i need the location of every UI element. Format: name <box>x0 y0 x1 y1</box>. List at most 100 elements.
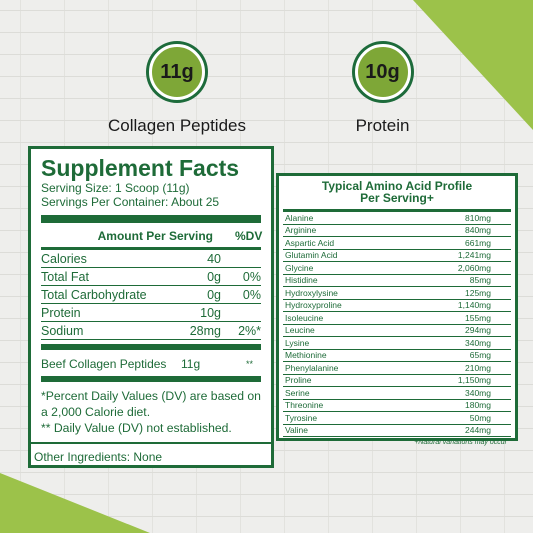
nutrient-dv: 2%* <box>238 323 261 338</box>
divider-thick-3 <box>41 376 261 382</box>
protein-badge: 10g Protein <box>345 44 420 136</box>
amino-value: 840mg <box>465 225 491 236</box>
amino-value: 340mg <box>465 387 491 398</box>
amino-name: Arginine <box>285 225 317 236</box>
protein-badge-circle: 10g <box>354 44 411 100</box>
amino-value: 244mg <box>465 425 491 436</box>
amino-name: Tyrosine <box>285 412 318 423</box>
amino-name: Isoleucine <box>285 312 324 323</box>
servings-per-container: Servings Per Container: About 25 <box>41 195 220 209</box>
nutrient-name: Sodium <box>41 323 84 338</box>
amino-value: 50mg <box>469 412 491 423</box>
facts-row: Total Carbohydrate 0g 0% <box>41 286 261 304</box>
amino-row: Lysine 340mg <box>283 337 511 350</box>
divider-thick <box>41 215 261 223</box>
serving-size: Serving Size: 1 Scoop (11g) <box>41 181 190 195</box>
amino-row: Threonine 180mg <box>283 400 511 412</box>
amino-name: Hydroxylysine <box>285 287 338 298</box>
amino-value: 1,140mg <box>457 300 491 311</box>
amino-row: Serine 340mg <box>283 387 511 400</box>
amino-title-line2: Per Serving+ <box>360 191 434 205</box>
amino-name: Serine <box>285 387 310 398</box>
amino-name: Glycine <box>285 262 314 273</box>
nutrient-amount: 0g <box>207 269 221 284</box>
corner-accent-top-right <box>413 0 533 130</box>
nutrient-amount: 0g <box>207 287 221 302</box>
beef-collagen-row: Beef Collagen Peptides 11g ** <box>41 356 261 372</box>
divider-header <box>41 247 261 250</box>
amino-value: 340mg <box>465 337 491 348</box>
amino-name: Alanine <box>285 212 314 223</box>
amino-name: Valine <box>285 425 308 436</box>
amino-value: 2,060mg <box>457 262 491 273</box>
note-percent-dv: *Percent Daily Values (DV) are based on … <box>41 389 261 419</box>
nutrient-dv: 0% <box>242 269 261 284</box>
amino-value: 155mg <box>465 312 491 323</box>
amino-name: Histidine <box>285 275 318 286</box>
amino-row: Methionine 65mg <box>283 350 511 362</box>
amino-row: Proline 1,150mg <box>283 375 511 387</box>
amino-row: Hydroxylysine 125mg <box>283 287 511 300</box>
amino-value: 1,241mg <box>457 250 491 261</box>
divider-thick-2 <box>41 344 261 350</box>
amino-value: 294mg <box>465 325 491 336</box>
collagen-badge-circle: 11g <box>148 44 205 100</box>
amino-row: Tyrosine 50mg <box>283 412 511 425</box>
collagen-badge: 11g Collagen Peptides <box>108 44 246 136</box>
amino-name: Proline <box>285 375 312 386</box>
amino-name: Threonine <box>285 400 324 411</box>
amino-title-line1: Typical Amino Acid Profile <box>321 179 473 193</box>
other-ingredients: Other Ingredients: None <box>31 442 271 470</box>
beef-dv: ** <box>245 359 253 369</box>
amino-value: 125mg <box>465 287 491 298</box>
amino-name: Leucine <box>285 325 315 336</box>
amino-row: Isoleucine 155mg <box>283 312 511 325</box>
amino-rows: Alanine 810mg Arginine 840mg Aspartic Acid 66… <box>283 209 511 437</box>
amino-footnote: +Natural variations may occur <box>414 439 507 446</box>
amino-row: Histidine 85mg <box>283 275 511 287</box>
amino-name: Aspartic Acid <box>285 237 335 248</box>
nutrient-name: Protein <box>41 305 81 320</box>
nutrient-name: Total Fat <box>41 269 89 284</box>
amino-value: 210mg <box>465 362 491 373</box>
amino-name: Glutamin Acid <box>285 250 338 261</box>
collagen-badge-label: Collagen Peptides <box>108 116 246 135</box>
amino-name: Methionine <box>285 350 327 361</box>
facts-row: Calories 40 <box>41 250 261 268</box>
beef-name: Beef Collagen Peptides <box>41 357 167 371</box>
amino-acid-profile-panel: Typical Amino Acid Profile Per Serving+ … <box>276 173 518 446</box>
supplement-facts-title: Supplement Facts <box>41 155 240 181</box>
beef-value: 11g <box>181 357 201 371</box>
amino-row: Phenylalanine 210mg <box>283 362 511 375</box>
facts-rows: Calories 40 Total Fat 0g 0% Total Carbohydrat… <box>41 250 261 340</box>
supplement-facts-panel: Supplement Facts Serving Size: 1 Scoop (… <box>28 146 274 468</box>
facts-header: Amount Per Serving %DV <box>41 227 263 247</box>
nutrient-amount: 40 <box>207 251 221 266</box>
amino-row: Glycine 2,060mg <box>283 262 511 275</box>
facts-row: Total Fat 0g 0% <box>41 268 261 286</box>
amino-value: 810mg <box>465 212 491 223</box>
header-amount: Amount Per Serving <box>97 229 213 243</box>
amino-row: Alanine 810mg <box>283 212 511 225</box>
amino-row: Valine 244mg <box>283 425 511 437</box>
amino-row: Arginine 840mg <box>283 225 511 237</box>
note-dv-not-established: ** Daily Value (DV) not established. <box>41 421 232 435</box>
nutrient-dv: 0% <box>242 287 261 302</box>
corner-accent-bottom-left <box>0 473 150 533</box>
nutrient-amount: 28mg <box>189 323 221 338</box>
amino-name: Phenylalanine <box>285 362 339 373</box>
header-dv: %DV <box>235 229 263 243</box>
amino-value: 85mg <box>469 275 491 286</box>
amino-value: 661mg <box>465 237 491 248</box>
protein-badge-label: Protein <box>355 116 410 135</box>
facts-row: Protein 10g <box>41 304 261 322</box>
amino-name: Hydroxyproline <box>285 300 342 311</box>
amino-row: Aspartic Acid 661mg <box>283 237 511 250</box>
amino-value: 1,150mg <box>457 375 491 386</box>
nutrient-amount: 10g <box>200 305 221 320</box>
amino-value: 65mg <box>469 350 491 361</box>
nutrient-name: Calories <box>41 251 87 266</box>
amino-row: Glutamin Acid 1,241mg <box>283 250 511 262</box>
amino-name: Lysine <box>285 337 310 348</box>
nutrient-name: Total Carbohydrate <box>41 287 147 302</box>
